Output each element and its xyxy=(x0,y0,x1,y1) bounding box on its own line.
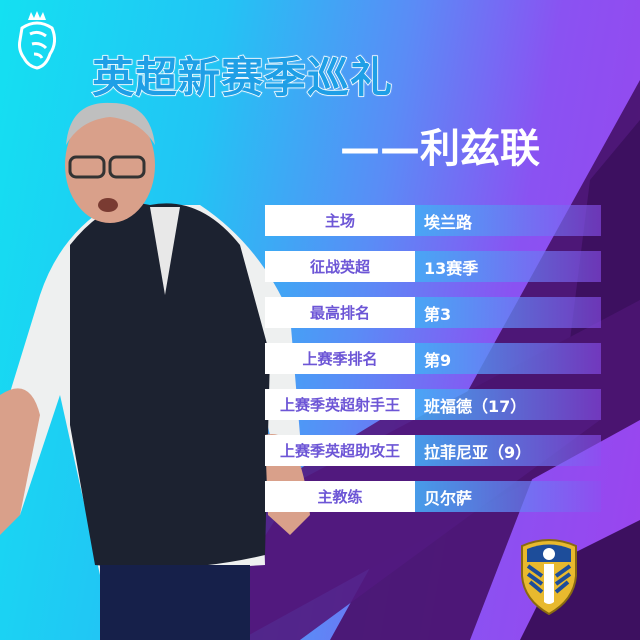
info-value: 拉菲尼亚（9） xyxy=(415,435,601,466)
page-subtitle: ——利兹联 xyxy=(340,126,540,172)
info-row-best-rank: 最高排名 第3 xyxy=(265,297,601,328)
info-value: 第9 xyxy=(415,343,601,374)
info-value: 13赛季 xyxy=(415,251,601,282)
info-label: 最高排名 xyxy=(265,297,415,328)
info-row-home-ground: 主场 埃兰路 xyxy=(265,205,601,236)
page-title: 英超新赛季巡礼 xyxy=(91,52,394,103)
info-value: 贝尔萨 xyxy=(415,481,601,512)
info-row-top-scorer: 上赛季英超射手王 班福德（17） xyxy=(265,389,601,420)
info-label: 上赛季英超助攻王 xyxy=(265,435,415,466)
info-value: 埃兰路 xyxy=(415,205,601,236)
info-value: 第3 xyxy=(415,297,601,328)
info-row-head-coach: 主教练 贝尔萨 xyxy=(265,481,601,512)
premier-league-lion-icon xyxy=(18,11,57,70)
info-row-last-rank: 上赛季排名 第9 xyxy=(265,343,601,374)
info-value: 班福德（17） xyxy=(415,389,601,420)
leeds-united-crest-icon xyxy=(521,539,577,616)
info-label: 主教练 xyxy=(265,481,415,512)
info-label: 上赛季排名 xyxy=(265,343,415,374)
info-row-seasons: 征战英超 13赛季 xyxy=(265,251,601,282)
info-label: 主场 xyxy=(265,205,415,236)
info-row-top-assist: 上赛季英超助攻王 拉菲尼亚（9） xyxy=(265,435,601,466)
info-label: 上赛季英超射手王 xyxy=(265,389,415,420)
info-label: 征战英超 xyxy=(265,251,415,282)
